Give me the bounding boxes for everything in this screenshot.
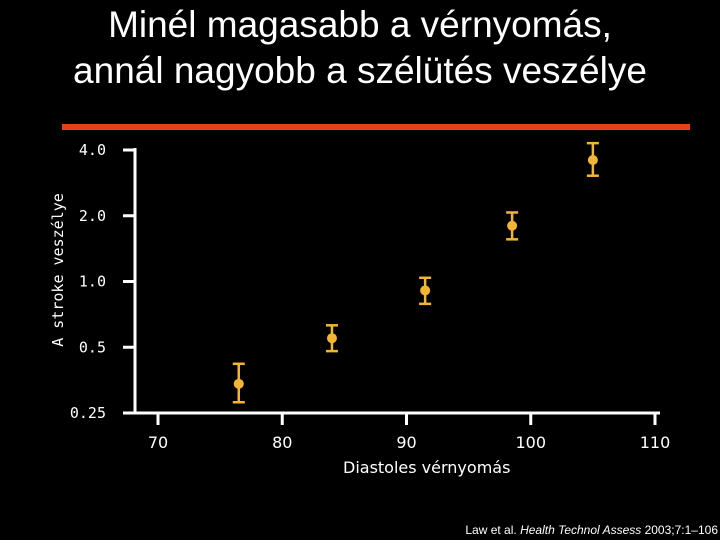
y-axis-label: A stroke veszélye	[49, 193, 67, 347]
data-points	[232, 141, 599, 404]
data-point	[506, 211, 519, 241]
point-marker	[326, 333, 337, 344]
title-line-2: annál nagyobb a szélütés veszélye	[73, 50, 647, 91]
x-tick-label: 70	[148, 433, 168, 452]
point-marker	[233, 378, 244, 389]
citation-details: 2003;7:1–106	[641, 523, 718, 537]
title-divider	[62, 124, 690, 130]
y-tick-label: 2.0	[79, 207, 106, 225]
x-tick-label: 100	[515, 433, 546, 452]
x-axis-label: Diastoles vérnyomás	[343, 458, 511, 477]
data-point	[419, 276, 432, 306]
y-ticks: 4.0 2.0 1.0 0.5 0.25	[70, 141, 135, 422]
title-line-1: Minél magasabb a vérnyomás,	[108, 4, 612, 45]
y-tick-label: 4.0	[79, 141, 106, 159]
y-tick-label: 0.5	[79, 338, 106, 356]
point-marker	[587, 154, 598, 165]
data-point	[325, 324, 338, 353]
y-tick-label: 1.0	[79, 273, 106, 291]
x-tick-label: 110	[640, 433, 671, 452]
citation-authors: Law et al.	[465, 523, 521, 537]
x-tick-label: 90	[396, 433, 416, 452]
point-marker	[507, 220, 518, 231]
point-marker	[420, 285, 431, 296]
y-tick-label: 0.25	[70, 404, 106, 422]
slide-title: Minél magasabb a vérnyomás, annál nagyob…	[0, 2, 720, 94]
data-point	[586, 141, 599, 177]
data-point	[232, 362, 245, 404]
x-ticks: 70 80 90 100 110	[148, 413, 670, 452]
citation: Law et al. Health Technol Assess 2003;7:…	[465, 523, 718, 537]
x-tick-label: 80	[272, 433, 292, 452]
citation-journal: Health Technol Assess	[520, 523, 642, 537]
